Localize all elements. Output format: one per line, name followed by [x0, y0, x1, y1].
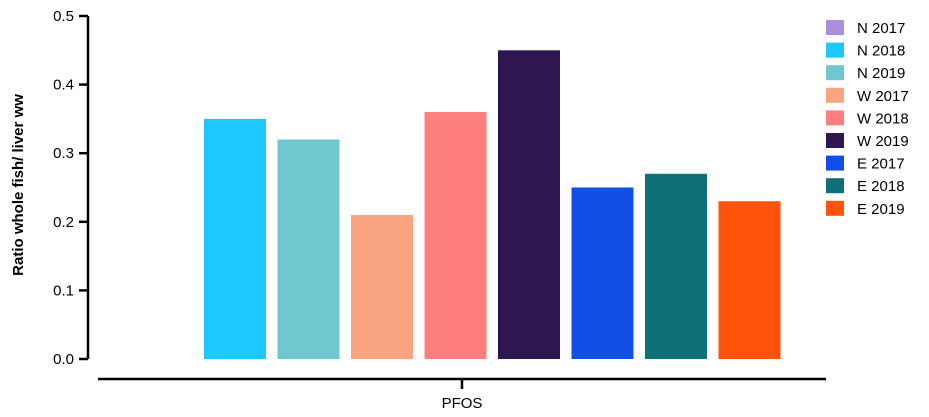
legend-swatch	[826, 20, 844, 35]
bar-w-2017	[351, 214, 413, 359]
bar-w-2018	[424, 112, 487, 359]
legend-label: E 2017	[857, 156, 905, 173]
legend-swatch	[826, 65, 844, 81]
y-tick-label: 0.4	[53, 77, 74, 94]
bar-w-2019	[498, 50, 560, 360]
legend-label: E 2018	[857, 178, 905, 195]
bar-e-2019	[718, 201, 781, 359]
legend-label: N 2018	[857, 43, 905, 60]
bar-e-2017	[571, 187, 634, 359]
bar-e-2018	[645, 173, 707, 359]
bars	[204, 50, 781, 360]
y-tick-label: 0.2	[53, 214, 74, 231]
y-tick-label: 0.5	[53, 8, 74, 25]
legend-swatch	[826, 87, 844, 103]
legend: N 2017 N 2018 N 2019 W 2017 W 2018 W 2019 E 20…	[826, 20, 909, 218]
x-tick-label: PFOS	[442, 395, 483, 412]
legend-swatch	[826, 178, 844, 194]
x-axis: PFOS	[98, 377, 826, 412]
y-tick-label: 0.0	[53, 351, 74, 368]
bar-n-2018	[204, 118, 266, 360]
legend-label: N 2019	[857, 65, 905, 82]
y-axis: 0.0 0.1 0.2 0.3 0.4 0.5	[53, 8, 90, 368]
y-axis-title: Ratio whole fish/ liver ww	[10, 94, 27, 276]
legend-label: N 2017	[857, 20, 905, 37]
y-tick-label: 0.1	[53, 282, 74, 299]
legend-swatch	[826, 42, 844, 58]
legend-swatch	[826, 110, 844, 126]
legend-label: E 2019	[857, 201, 905, 218]
legend-swatch	[826, 155, 844, 171]
legend-label: W 2017	[857, 88, 909, 105]
legend-label: W 2018	[857, 110, 909, 127]
legend-swatch	[826, 200, 844, 216]
legend-swatch	[826, 133, 844, 148]
bar-n-2019	[277, 139, 340, 359]
legend-label: W 2019	[857, 133, 909, 150]
y-tick-label: 0.3	[53, 145, 74, 162]
